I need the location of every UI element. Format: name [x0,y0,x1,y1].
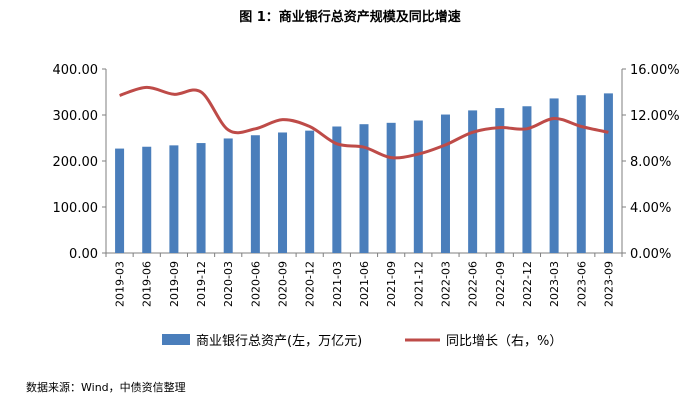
bar [359,124,369,253]
x-tick-label: 2019-12 [195,261,208,307]
x-tick-label: 2022-09 [494,261,507,307]
x-tick-label: 2023-09 [602,261,615,307]
growth-line [119,85,609,160]
y-left-tick-label: 0.00 [69,247,98,262]
bar [278,132,288,253]
x-tick-label: 2020-12 [304,261,317,307]
bar [468,110,478,254]
x-tick-label: 2022-12 [521,261,534,307]
bar [250,135,260,253]
x-tick-label: 2023-06 [575,261,588,307]
y-right-tick-label: 16.00% [630,63,680,78]
y-right-tick-label: 8.00% [630,155,671,170]
bar [522,106,532,253]
y-right-tick-label: 4.00% [630,201,671,216]
legend-bar-label: 商业银行总资产(左，万亿元) [196,334,362,349]
bar [549,98,559,253]
y-left-tick-label: 400.00 [53,63,99,78]
source-note: 数据来源：Wind，中债资信整理 [26,381,186,394]
y-right-tick-label: 0.00% [630,247,671,262]
x-tick-label: 2019-09 [168,261,181,307]
x-tick-label: 2021-03 [331,261,344,307]
bar [495,108,505,253]
bar [196,143,206,253]
legend-line-label: 同比增长（右，%） [446,334,562,349]
bar [305,130,315,253]
y-right-tick-label: 12.00% [630,109,680,124]
chart-title: 图 1：商业银行总资产规模及同比增速 [239,10,461,25]
bar [332,126,342,253]
y-left-tick-label: 200.00 [53,155,99,170]
bar [223,138,233,253]
x-tick-label: 2021-09 [385,261,398,307]
x-tick-label: 2021-12 [412,261,425,307]
x-tick-label: 2020-03 [222,261,235,307]
x-tick-label: 2022-03 [439,261,452,307]
y-left-tick-label: 100.00 [53,201,99,216]
x-tick-label: 2022-06 [467,261,480,307]
bar [603,93,613,253]
y-left-tick-label: 300.00 [53,109,99,124]
x-tick-label: 2019-03 [114,261,127,307]
x-tick-label: 2020-06 [249,261,262,307]
legend-bar-swatch [162,334,190,345]
x-tick-label: 2020-09 [277,261,290,307]
x-tick-label: 2023-03 [548,261,561,307]
bar [115,148,125,253]
bar [142,146,152,253]
bar [413,120,423,254]
bar [440,114,450,253]
bar [169,145,179,253]
bar [576,95,586,253]
bar [386,122,396,253]
x-tick-label: 2021-06 [358,261,371,307]
x-tick-label: 2019-06 [141,261,154,307]
